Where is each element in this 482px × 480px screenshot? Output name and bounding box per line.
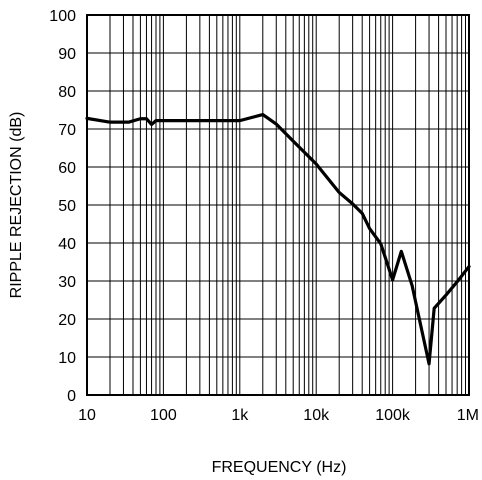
grid (87, 14, 469, 396)
x-axis-label: FREQUENCY (Hz) (212, 459, 347, 476)
y-tick-label: 70 (58, 122, 76, 139)
x-tick-label: 10k (303, 407, 330, 424)
y-tick-label: 10 (58, 350, 76, 367)
y-tick-label: 30 (58, 274, 76, 291)
y-tick-label: 90 (58, 46, 76, 63)
series-line-ripple-rejection (85, 112, 471, 366)
x-tick-label: 100k (375, 407, 411, 424)
x-tick-label: 1k (231, 407, 249, 424)
plot-frame (86, 14, 470, 396)
y-axis-label: RIPPLE REJECTION (dB) (8, 112, 25, 299)
y-tick-label: 20 (58, 312, 76, 329)
y-tick-label: 60 (58, 160, 76, 177)
x-tick-label: 10 (78, 407, 96, 424)
y-tick-label: 50 (58, 198, 76, 215)
y-tick-label: 80 (58, 84, 76, 101)
x-tick-label: 1M (457, 407, 479, 424)
y-tick-labels: 0 10 20 30 40 50 60 70 80 90 100 (49, 8, 76, 405)
x-tick-label: 100 (150, 407, 177, 424)
y-tick-label: 100 (49, 8, 76, 25)
x-tick-labels: 10 100 1k 10k 100k 1M (78, 407, 479, 424)
y-tick-label: 40 (58, 236, 76, 253)
y-tick-label: 0 (67, 388, 76, 405)
